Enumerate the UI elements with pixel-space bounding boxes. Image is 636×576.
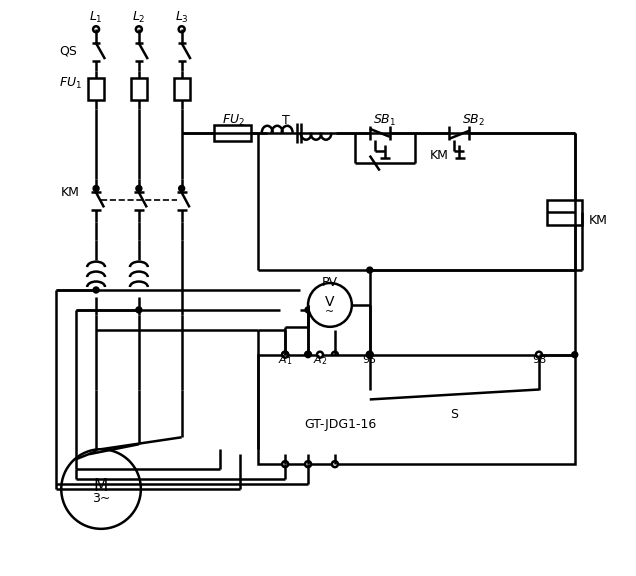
Text: KM: KM bbox=[61, 186, 80, 199]
Text: $A_1$: $A_1$ bbox=[278, 353, 293, 366]
Text: GT-JDG1-16: GT-JDG1-16 bbox=[304, 418, 376, 431]
Text: T: T bbox=[282, 114, 290, 127]
Circle shape bbox=[305, 352, 311, 358]
Text: QS: QS bbox=[59, 45, 77, 58]
Text: KM: KM bbox=[589, 214, 607, 227]
Bar bbox=[547, 200, 582, 225]
Text: $SB_2$: $SB_2$ bbox=[462, 113, 485, 128]
Circle shape bbox=[367, 352, 373, 358]
Circle shape bbox=[136, 307, 142, 313]
Bar bbox=[88, 78, 104, 100]
Circle shape bbox=[572, 352, 577, 358]
Circle shape bbox=[305, 461, 311, 467]
Text: $FU_2$: $FU_2$ bbox=[222, 113, 245, 128]
Circle shape bbox=[332, 352, 338, 358]
Circle shape bbox=[136, 185, 142, 191]
Text: $L_3$: $L_3$ bbox=[175, 10, 189, 25]
Circle shape bbox=[93, 287, 99, 293]
Circle shape bbox=[179, 185, 184, 191]
Circle shape bbox=[536, 352, 542, 358]
Text: 95: 95 bbox=[363, 355, 377, 365]
Circle shape bbox=[282, 352, 288, 358]
Text: PV: PV bbox=[322, 275, 338, 289]
Circle shape bbox=[282, 352, 288, 358]
Text: 98: 98 bbox=[532, 355, 546, 365]
Text: KM: KM bbox=[429, 149, 448, 162]
Circle shape bbox=[305, 307, 311, 313]
Text: S: S bbox=[450, 408, 459, 421]
Text: $L_1$: $L_1$ bbox=[89, 10, 103, 25]
Circle shape bbox=[367, 267, 373, 273]
Text: $A_2$: $A_2$ bbox=[313, 353, 327, 366]
Text: 3~: 3~ bbox=[92, 492, 110, 506]
Text: ~: ~ bbox=[326, 307, 335, 317]
Circle shape bbox=[317, 352, 323, 358]
Bar bbox=[131, 78, 147, 100]
Bar bbox=[258, 355, 575, 464]
Text: M: M bbox=[94, 477, 108, 495]
Circle shape bbox=[93, 26, 99, 32]
Text: $SB_1$: $SB_1$ bbox=[373, 113, 396, 128]
Text: $FU_1$: $FU_1$ bbox=[59, 75, 82, 90]
Circle shape bbox=[93, 185, 99, 191]
Circle shape bbox=[367, 352, 373, 358]
Circle shape bbox=[136, 26, 142, 32]
Bar bbox=[174, 78, 190, 100]
Circle shape bbox=[61, 449, 141, 529]
Circle shape bbox=[282, 461, 288, 467]
Text: V: V bbox=[325, 295, 335, 309]
Circle shape bbox=[308, 283, 352, 327]
Text: $L_2$: $L_2$ bbox=[132, 10, 146, 25]
Circle shape bbox=[179, 26, 184, 32]
Circle shape bbox=[332, 461, 338, 467]
Bar bbox=[214, 125, 251, 141]
Circle shape bbox=[305, 352, 311, 358]
